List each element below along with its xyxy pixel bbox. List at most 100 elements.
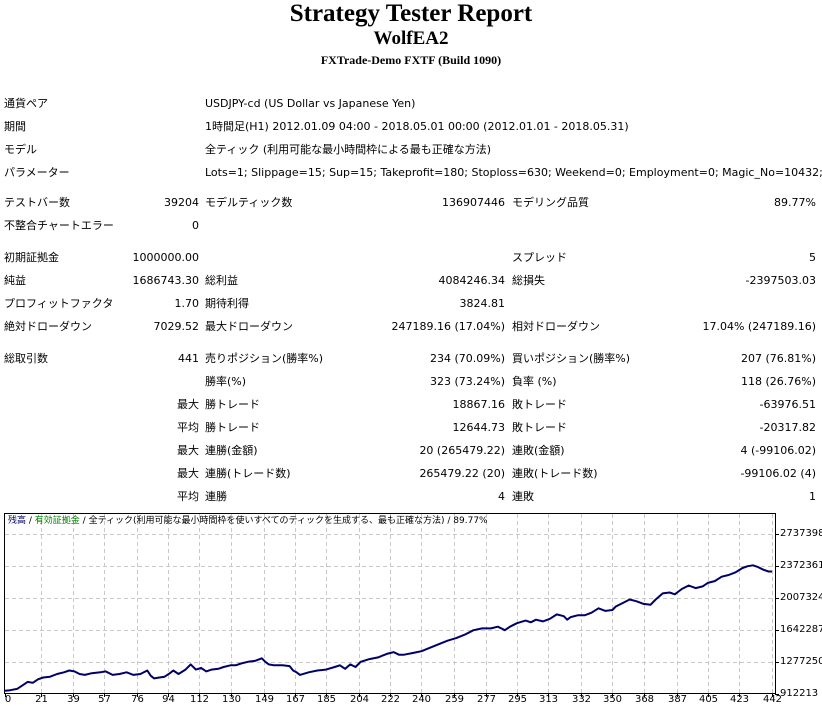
- legend-quality: 89.77%: [453, 516, 488, 526]
- x-tick-label: 130: [221, 694, 242, 705]
- x-tick-label: 240: [411, 694, 432, 705]
- trade-stat-row: 平均 勝トレード 12644.73 敗トレード -20317.82: [0, 421, 822, 441]
- total-trades-value: 441: [178, 352, 199, 365]
- trade-stat-loss-label: 敗トレード: [512, 421, 567, 434]
- total-trades-row: 総取引数 441 売りポジション(勝率%) 234 (70.09%) 買いポジシ…: [0, 352, 822, 372]
- profit-factor-value: 1.70: [174, 297, 200, 310]
- x-tick-label: 387: [667, 694, 688, 705]
- short-positions-value: 234 (70.09%): [429, 352, 505, 365]
- chart-grid: [5, 514, 775, 693]
- x-tick-label: 313: [538, 694, 559, 705]
- trade-stat-win-label: 勝トレード: [205, 398, 260, 411]
- params-value: Lots=1; Slippage=15; Sup=15; Takeprofit=…: [205, 166, 822, 179]
- trade-stat-win-value: 18867.16: [452, 398, 506, 411]
- bars-label: テストバー数: [4, 196, 70, 209]
- win-rate-label: 勝率(%): [205, 375, 247, 388]
- broker-build: FXTrade-Demo FXTF (Build 1090): [320, 53, 502, 67]
- legend-separator: /: [444, 516, 454, 526]
- x-tick-label: 350: [602, 694, 623, 705]
- x-tick-label: 405: [698, 694, 719, 705]
- params-row: パラメーター Lots=1; Slippage=15; Sup=15; Take…: [0, 166, 822, 186]
- trade-stat-win-value: 265479.22 (20): [419, 467, 505, 480]
- y-tick-label: 1277250: [780, 655, 822, 667]
- legend-equity: 有効証拠金: [34, 516, 80, 526]
- total-trades-label: 総取引数: [4, 352, 48, 365]
- deposit-row: 初期証拠金 1000000.00 スプレッド 5: [0, 251, 822, 271]
- trade-stat-win-value: 4: [498, 490, 505, 503]
- legend-separator: /: [26, 516, 35, 526]
- ticks-label: モデルティック数: [205, 196, 293, 209]
- x-tick-label: 167: [285, 694, 306, 705]
- abs-drawdown-label: 絶対ドローダウン: [4, 320, 92, 333]
- long-positions-label: 買いポジション(勝率%): [512, 352, 631, 365]
- x-tick-label: 368: [634, 694, 655, 705]
- x-tick-label: 332: [571, 694, 592, 705]
- chart-frame: [4, 513, 776, 694]
- bars-value: 39204: [164, 196, 199, 209]
- gross-profit-label: 総利益: [205, 274, 238, 287]
- x-tick-label: 57: [98, 694, 111, 705]
- x-tick-label: 76: [131, 694, 144, 705]
- chart-legend: 残高 / 有効証拠金 / 全ティック(利用可能な最小時間枠を使いすべてのティック…: [8, 515, 488, 527]
- legend-separator: /: [79, 516, 89, 526]
- trade-stat-win-label: 連勝(金額): [205, 444, 258, 457]
- x-axis-ticks: [5, 693, 773, 697]
- gross-loss-value: -2397503.03: [745, 274, 816, 287]
- x-tick-label: 277: [476, 694, 497, 705]
- period-row: 期間 1時間足(H1) 2012.01.09 04:00 - 2018.05.0…: [0, 120, 822, 140]
- y-tick-label: 2737398: [780, 527, 822, 539]
- trade-stat-prefix: 平均: [177, 490, 199, 503]
- symbol-label: 通貨ペア: [4, 97, 48, 110]
- trade-stat-win-value: 12644.73: [452, 421, 506, 434]
- max-drawdown-label: 最大ドローダウン: [205, 320, 293, 333]
- model-label: モデル: [4, 143, 37, 156]
- x-tick-label: 259: [444, 694, 465, 705]
- trade-stat-prefix: 平均: [177, 421, 199, 434]
- x-tick-label: 423: [729, 694, 750, 705]
- trade-stat-win-value: 20 (265479.22): [419, 444, 505, 457]
- trade-stat-win-label: 連勝(トレード数): [205, 467, 291, 480]
- trade-stat-win-label: 勝トレード: [205, 421, 260, 434]
- x-tick-label: 0: [4, 694, 12, 705]
- x-tick-label: 149: [254, 694, 275, 705]
- y-tick-label: 912213: [780, 687, 819, 699]
- trade-stat-row: 最大 連勝(トレード数) 265479.22 (20) 連敗(トレード数) -9…: [0, 467, 822, 487]
- rel-drawdown-label: 相対ドローダウン: [512, 320, 600, 333]
- trade-stat-row: 最大 勝トレード 18867.16 敗トレード -63976.51: [0, 398, 822, 418]
- short-positions-label: 売りポジション(勝率%): [205, 352, 324, 365]
- gross-profit-value: 4084246.34: [438, 274, 505, 287]
- x-tick-label: 295: [507, 694, 528, 705]
- trade-stat-prefix: 最大: [177, 467, 199, 480]
- y-axis-ticks: [775, 534, 779, 695]
- symbol-value: USDJPY-cd (US Dollar vs Japanese Yen): [205, 97, 416, 110]
- symbol-row: 通貨ペア USDJPY-cd (US Dollar vs Japanese Ye…: [0, 97, 822, 117]
- long-positions-value: 207 (76.81%): [740, 352, 816, 365]
- y-tick-label: 2007324: [780, 591, 822, 603]
- x-tick-label: 185: [316, 694, 337, 705]
- spread-value: 5: [809, 251, 816, 264]
- win-rate-value: 323 (73.24%): [429, 375, 505, 388]
- deposit-value: 1000000.00: [132, 251, 199, 264]
- gross-loss-label: 総損失: [512, 274, 545, 287]
- model-row: モデル 全ティック (利用可能な最小時間枠による最も正確な方法): [0, 143, 822, 163]
- mismatch-label: 不整合チャートエラー: [4, 219, 114, 232]
- expected-payoff-value: 3824.81: [459, 297, 506, 310]
- ticks-value: 136907446: [442, 196, 505, 209]
- loss-rate-value: 118 (26.76%): [740, 375, 816, 388]
- quality-value: 89.77%: [774, 196, 816, 209]
- net-profit-label: 純益: [4, 274, 26, 287]
- trade-stat-loss-value: -20317.82: [759, 421, 816, 434]
- trade-stat-loss-label: 連敗(金額): [512, 444, 565, 457]
- trade-stat-loss-label: 敗トレード: [512, 398, 567, 411]
- x-tick-label: 112: [189, 694, 210, 705]
- trade-stat-loss-value: -99106.02 (4): [740, 467, 816, 480]
- bars-row: テストバー数 39204 モデルティック数 136907446 モデリング品質 …: [0, 196, 822, 216]
- loss-rate-label: 負率 (%): [512, 375, 557, 388]
- params-label: パラメーター: [4, 166, 70, 179]
- x-tick-label: 222: [380, 694, 401, 705]
- drawdown-row: 絶対ドローダウン 7029.52 最大ドローダウン 247189.16 (17.…: [0, 320, 822, 340]
- trade-stat-loss-label: 連敗(トレード数): [512, 467, 598, 480]
- trade-stat-prefix: 最大: [177, 444, 199, 457]
- period-label: 期間: [4, 120, 26, 133]
